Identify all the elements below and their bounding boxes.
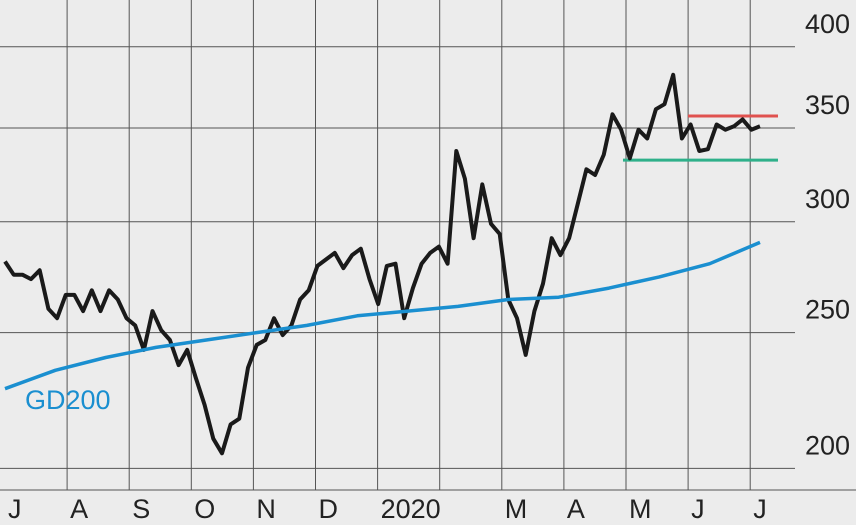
x-tick-label: 2020 [381, 494, 441, 524]
price-line [3, 72, 761, 456]
y-tick-label: 400 [805, 9, 850, 39]
y-tick-label: 300 [805, 184, 850, 214]
x-tick-label: A [567, 494, 585, 524]
x-tick-label: A [70, 494, 88, 524]
x-tick-label: S [132, 494, 150, 524]
x-tick-label: M [505, 494, 528, 524]
y-tick-label: 350 [805, 90, 850, 120]
x-tick-label: J [691, 494, 705, 524]
x-tick-label: J [753, 494, 767, 524]
x-tick-label: M [629, 494, 652, 524]
moving-average-line [4, 240, 761, 391]
y-tick-label: 200 [805, 430, 850, 460]
x-tick-label: D [319, 494, 339, 524]
y-tick-label: 250 [805, 295, 850, 325]
x-tick-label: N [256, 494, 276, 524]
series-label: GD200 [25, 385, 111, 415]
x-tick-label: J [8, 494, 22, 524]
x-tick-label: O [194, 494, 215, 524]
